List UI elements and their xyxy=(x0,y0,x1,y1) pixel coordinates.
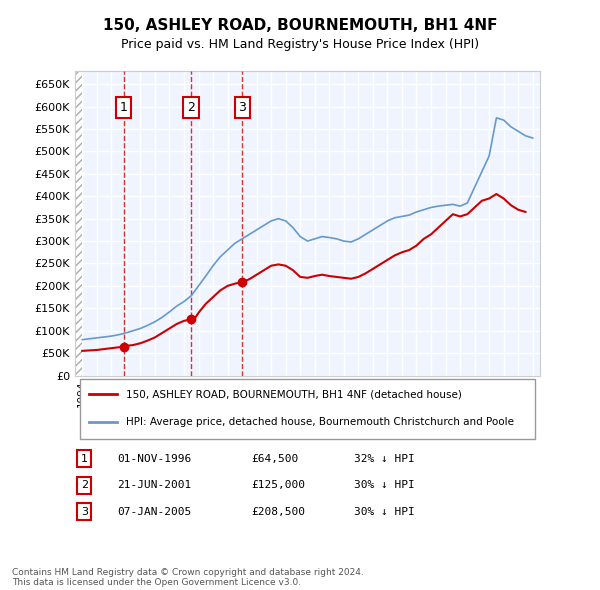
Text: 2: 2 xyxy=(81,480,88,490)
Text: 150, ASHLEY ROAD, BOURNEMOUTH, BH1 4NF (detached house): 150, ASHLEY ROAD, BOURNEMOUTH, BH1 4NF (… xyxy=(126,389,462,399)
Text: Price paid vs. HM Land Registry's House Price Index (HPI): Price paid vs. HM Land Registry's House … xyxy=(121,38,479,51)
Text: 30% ↓ HPI: 30% ↓ HPI xyxy=(354,507,415,517)
Text: 01-NOV-1996: 01-NOV-1996 xyxy=(117,454,191,464)
Text: £125,000: £125,000 xyxy=(252,480,306,490)
Text: 3: 3 xyxy=(238,101,247,114)
Text: 1: 1 xyxy=(81,454,88,464)
Bar xyxy=(75,71,82,375)
Text: 07-JAN-2005: 07-JAN-2005 xyxy=(117,507,191,517)
FancyBboxPatch shape xyxy=(80,379,535,439)
Text: £64,500: £64,500 xyxy=(252,454,299,464)
Text: 3: 3 xyxy=(81,507,88,517)
Text: Contains HM Land Registry data © Crown copyright and database right 2024.
This d: Contains HM Land Registry data © Crown c… xyxy=(12,568,364,587)
Bar xyxy=(75,71,82,375)
Text: 2: 2 xyxy=(187,101,195,114)
Text: £208,500: £208,500 xyxy=(252,507,306,517)
Text: 150, ASHLEY ROAD, BOURNEMOUTH, BH1 4NF: 150, ASHLEY ROAD, BOURNEMOUTH, BH1 4NF xyxy=(103,18,497,32)
Text: 1: 1 xyxy=(119,101,127,114)
Text: HPI: Average price, detached house, Bournemouth Christchurch and Poole: HPI: Average price, detached house, Bour… xyxy=(126,417,514,427)
Text: 21-JUN-2001: 21-JUN-2001 xyxy=(117,480,191,490)
Text: 30% ↓ HPI: 30% ↓ HPI xyxy=(354,480,415,490)
Text: 32% ↓ HPI: 32% ↓ HPI xyxy=(354,454,415,464)
